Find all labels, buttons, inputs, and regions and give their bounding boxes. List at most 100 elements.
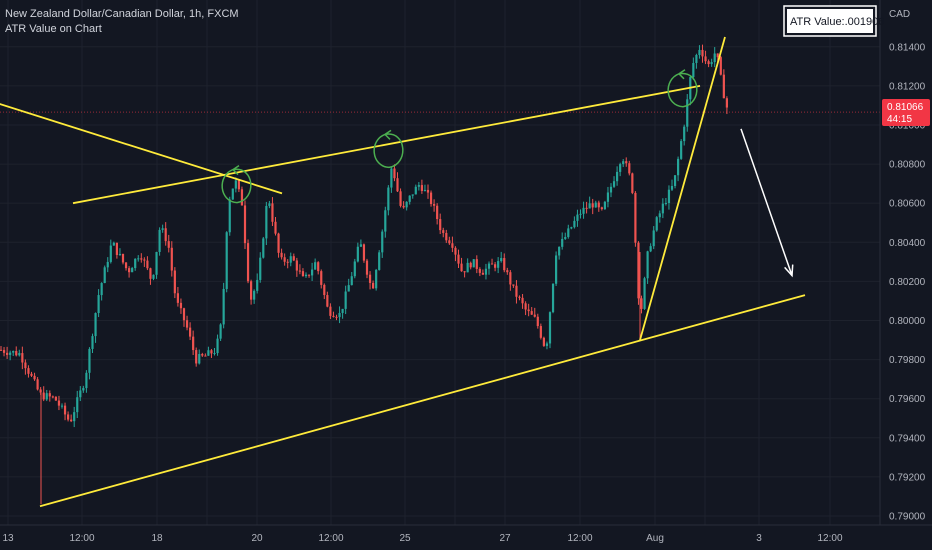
trendline bbox=[0, 103, 283, 195]
candle-body bbox=[48, 393, 51, 397]
candle-body bbox=[442, 230, 445, 233]
candle-body bbox=[649, 246, 652, 252]
candle-body bbox=[192, 336, 195, 351]
candle-body bbox=[423, 189, 427, 191]
candle-body bbox=[515, 285, 518, 297]
price-axis[interactable] bbox=[880, 0, 932, 525]
candle-body bbox=[60, 405, 64, 407]
candle-body bbox=[661, 203, 664, 214]
y-tick-label: 0.79600 bbox=[889, 394, 926, 405]
candle-body bbox=[265, 205, 268, 239]
candle-body bbox=[652, 230, 655, 247]
x-tick-label: 25 bbox=[399, 533, 411, 544]
candle-body bbox=[24, 362, 27, 369]
candle-body bbox=[274, 221, 277, 234]
candle-body bbox=[182, 308, 186, 321]
candle-body bbox=[667, 189, 671, 204]
candle-body bbox=[15, 351, 18, 356]
candle-body bbox=[451, 243, 454, 248]
candle-body bbox=[646, 251, 649, 279]
candle-body bbox=[155, 251, 158, 275]
candle-body bbox=[600, 207, 603, 210]
candle-body bbox=[161, 228, 164, 230]
indicator-label[interactable]: ATR Value on Chart bbox=[5, 23, 102, 35]
candle-body bbox=[134, 258, 137, 269]
x-tick-label: 12:00 bbox=[69, 533, 94, 544]
candle-body bbox=[637, 242, 640, 299]
candle-body bbox=[564, 236, 567, 239]
candle-body bbox=[567, 228, 570, 237]
candle-body bbox=[497, 261, 500, 268]
candle-body bbox=[484, 268, 488, 275]
candle-body bbox=[436, 205, 439, 220]
candle-body bbox=[216, 338, 219, 354]
candle-body bbox=[454, 247, 457, 255]
annotation-circle bbox=[221, 164, 252, 204]
candle-body bbox=[503, 258, 506, 271]
y-tick-label: 0.80600 bbox=[889, 199, 926, 210]
candle-body bbox=[82, 388, 85, 391]
candle-body bbox=[204, 355, 207, 357]
candle-body bbox=[286, 261, 289, 263]
candle-body bbox=[634, 192, 637, 243]
candle-body bbox=[439, 219, 442, 231]
candle-body bbox=[387, 187, 390, 211]
candle-body bbox=[612, 181, 616, 187]
candle-body bbox=[112, 242, 115, 246]
candle-body bbox=[268, 203, 271, 206]
candle-body bbox=[21, 353, 24, 363]
candle-body bbox=[527, 309, 530, 312]
candle-body bbox=[506, 270, 509, 273]
candle-body bbox=[314, 262, 317, 270]
candle-body bbox=[189, 327, 192, 337]
candle-body bbox=[704, 56, 707, 62]
candle-body bbox=[45, 393, 48, 400]
candle-body bbox=[420, 185, 423, 191]
candle-body bbox=[378, 252, 381, 270]
last-price-tag: 0.81066 44:15 bbox=[882, 99, 930, 126]
x-ticks: 13 12:00 18 20 12:00 25 27 12:00 Aug 3 12:00 bbox=[2, 533, 843, 544]
candle-body bbox=[555, 255, 558, 284]
candle-body bbox=[405, 201, 408, 208]
candle-body bbox=[466, 262, 469, 273]
candle-body bbox=[411, 194, 414, 196]
drawings bbox=[0, 36, 806, 508]
trendline bbox=[72, 84, 701, 205]
candle-body bbox=[222, 288, 225, 325]
candle-body bbox=[582, 207, 585, 214]
annotation-circle bbox=[667, 69, 698, 108]
candle-body bbox=[350, 276, 353, 286]
candle-body bbox=[713, 53, 716, 63]
annotation-circle bbox=[373, 129, 404, 169]
candle-body bbox=[317, 262, 320, 272]
candle-body bbox=[347, 285, 350, 292]
candle-body bbox=[542, 337, 545, 346]
candle-body bbox=[545, 343, 549, 346]
candle-body bbox=[18, 353, 21, 356]
candle-body bbox=[588, 203, 591, 209]
x-tick-label: 3 bbox=[756, 533, 762, 544]
candle-body bbox=[6, 352, 9, 355]
candle-body bbox=[551, 283, 555, 313]
candle-body bbox=[695, 54, 698, 63]
candle-body bbox=[359, 244, 362, 247]
candle-body bbox=[365, 260, 369, 275]
candle-body bbox=[396, 178, 399, 192]
candle-body bbox=[664, 203, 667, 205]
candle-body bbox=[478, 268, 481, 273]
candle-body bbox=[106, 261, 109, 268]
candle-body bbox=[198, 354, 201, 364]
candle-body bbox=[701, 49, 704, 57]
candle-body bbox=[375, 269, 378, 289]
symbol-title[interactable]: New Zealand Dollar/Canadian Dollar, 1h, … bbox=[5, 8, 239, 20]
candle-body bbox=[683, 126, 686, 142]
candle-body bbox=[2, 350, 6, 353]
candle-body bbox=[707, 61, 710, 65]
candle-body bbox=[692, 62, 695, 78]
candle-body bbox=[283, 257, 286, 262]
candle-body bbox=[433, 204, 436, 206]
candle-body bbox=[237, 180, 240, 190]
last-price-value: 0.81066 bbox=[887, 102, 924, 113]
candle-body bbox=[622, 161, 625, 165]
